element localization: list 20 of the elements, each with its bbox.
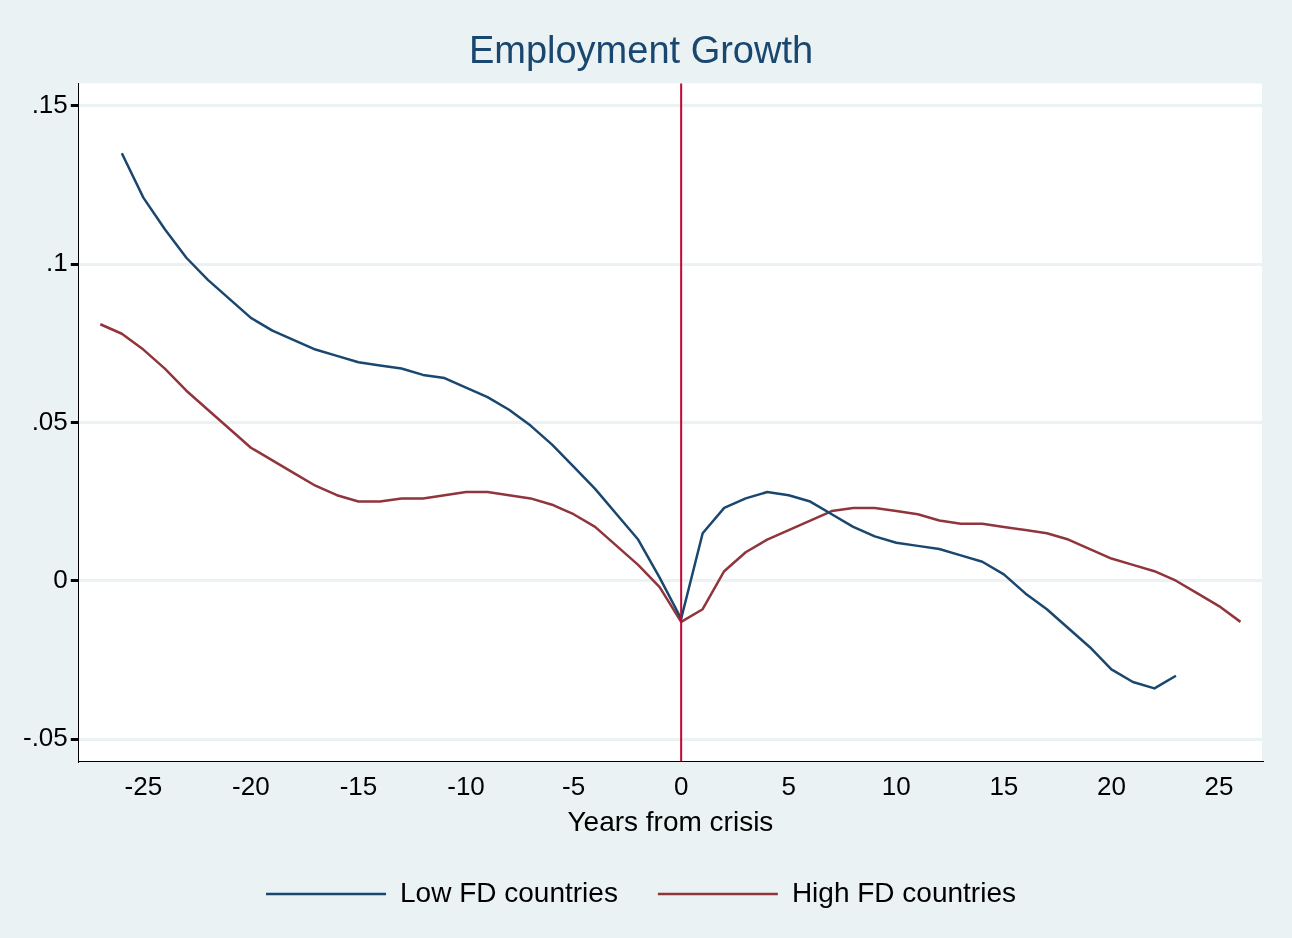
x-tick-label: 10	[881, 770, 911, 801]
legend-label: High FD countries	[791, 876, 1016, 908]
x-tick-label: -20	[232, 770, 270, 801]
y-tick-label: .15	[31, 88, 68, 119]
legend-label: Low FD countries	[400, 876, 618, 908]
x-tick-label: 0	[673, 770, 689, 801]
chart-title: Employment Growth	[468, 29, 814, 72]
y-tick-label: .1	[46, 247, 68, 278]
x-tick-label: 5	[781, 770, 796, 801]
x-tick-label: 20	[1096, 770, 1126, 801]
y-tick-label: .05	[31, 405, 68, 436]
x-tick-label: 15	[989, 770, 1019, 801]
y-tick-label: 0	[53, 563, 68, 594]
x-tick-label: -15	[339, 770, 378, 801]
y-tick-label: -.05	[22, 722, 68, 753]
x-tick-label: 25	[1204, 770, 1234, 801]
x-axis-title: Years from crisis	[567, 805, 774, 837]
x-tick-label: -10	[447, 770, 485, 801]
x-tick-label: -5	[562, 770, 586, 801]
x-tick-label: -25	[124, 770, 163, 801]
